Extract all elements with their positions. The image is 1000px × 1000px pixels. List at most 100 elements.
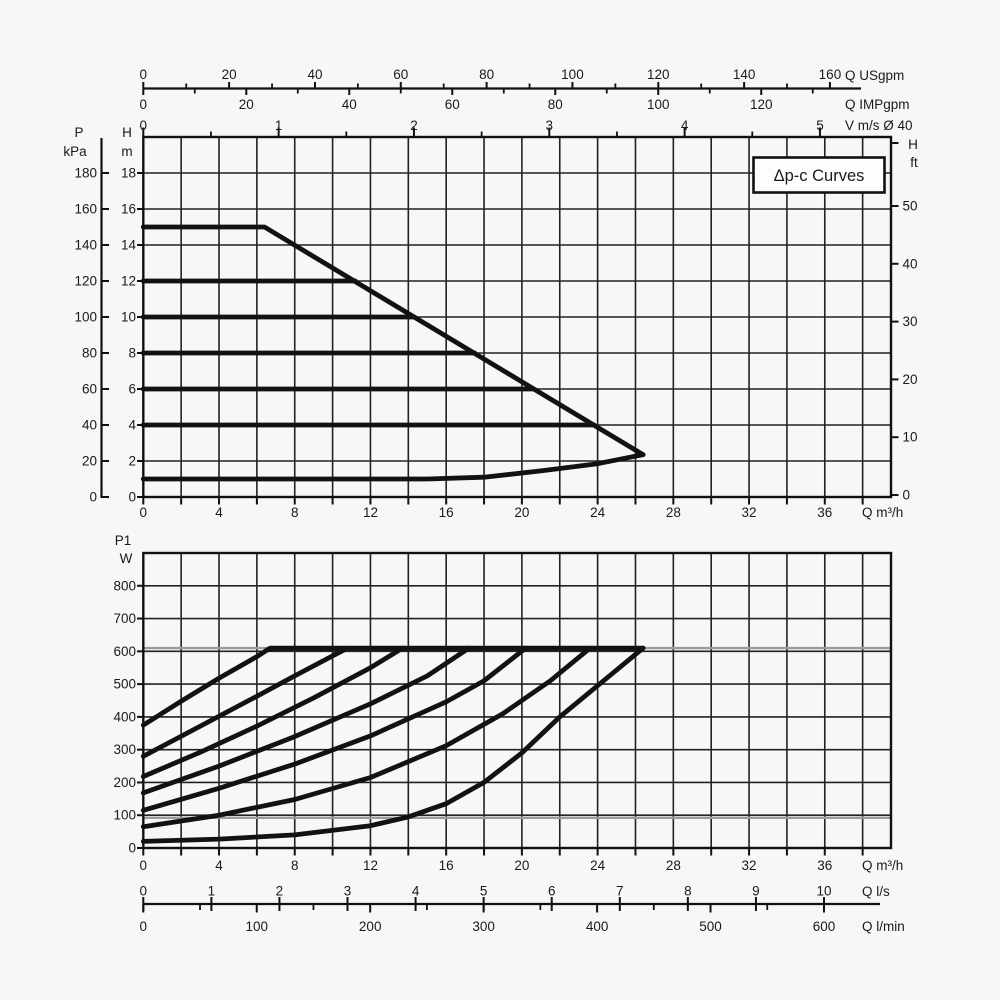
tick-label: 4 <box>215 858 223 873</box>
tick-label: 20 <box>514 505 529 520</box>
tick-label: 16 <box>439 505 454 520</box>
tick-label: 7 <box>616 884 624 899</box>
tick-label: 400 <box>586 919 609 934</box>
tick-label: 0 <box>140 67 148 82</box>
tick-label: 2 <box>410 118 418 133</box>
power-axis-name: P1 <box>115 533 132 548</box>
power-curve <box>140 645 472 796</box>
head-axis-name: H <box>122 125 132 140</box>
tick-label: 60 <box>393 67 408 82</box>
tick-label: 8 <box>291 505 299 520</box>
tick-label: 0 <box>140 505 148 520</box>
tick-label: 8 <box>291 858 299 873</box>
tick-label: 0 <box>140 884 148 899</box>
tick-label: 400 <box>113 709 136 724</box>
head-axis-unit: m <box>121 144 132 159</box>
tick-label: 4 <box>128 418 136 433</box>
impgpm-axis-label: Q IMPgpm <box>845 97 910 112</box>
tick-label: 180 <box>74 166 97 181</box>
tick-label: 1 <box>208 884 216 899</box>
power-curve <box>140 645 593 830</box>
tick-label: 9 <box>752 884 760 899</box>
tick-label: 4 <box>215 505 223 520</box>
tick-label: 50 <box>903 199 918 214</box>
tick-label: 120 <box>74 274 97 289</box>
usgpm-axis-label: Q USgpm <box>845 68 904 83</box>
power-axis-unit: W <box>120 551 133 566</box>
velocity-axis-label: V m/s Ø 40 <box>845 118 913 133</box>
tick-label: 160 <box>74 202 97 217</box>
title-box <box>752 156 886 194</box>
tick-label: 160 <box>819 67 842 82</box>
power-curve <box>140 645 351 759</box>
tick-label: 100 <box>74 310 97 325</box>
tick-label: 140 <box>74 238 97 253</box>
tick-label: 0 <box>140 118 148 133</box>
tick-label: 120 <box>647 67 670 82</box>
tick-label: 600 <box>813 919 836 934</box>
tick-label: 40 <box>342 97 357 112</box>
tick-label: 2 <box>128 454 136 469</box>
tick-label: 20 <box>514 858 529 873</box>
tick-label: 800 <box>113 578 136 593</box>
tick-label: 60 <box>82 382 97 397</box>
pressure-axis-unit: kPa <box>63 144 87 159</box>
tick-label: 4 <box>681 118 689 133</box>
head-ft-axis-name: H <box>908 137 918 152</box>
tick-label: 6 <box>548 884 556 899</box>
power-curve <box>140 645 646 728</box>
tick-label: 10 <box>121 310 136 325</box>
tick-label: 20 <box>222 67 237 82</box>
tick-label: 10 <box>816 884 831 899</box>
tick-label: 12 <box>363 858 378 873</box>
tick-label: 12 <box>363 505 378 520</box>
tick-label: 20 <box>903 372 918 387</box>
tick-label: 6 <box>128 382 136 397</box>
tick-label: 5 <box>480 884 488 899</box>
power-curve <box>140 645 405 779</box>
tick-label: 500 <box>113 677 136 692</box>
ls-axis-label: Q l/s <box>862 884 890 899</box>
tick-label: 14 <box>121 238 137 253</box>
tick-label: 8 <box>684 884 692 899</box>
tick-label: 140 <box>733 67 756 82</box>
tick-label: 10 <box>903 430 918 445</box>
tick-label: 0 <box>128 490 136 505</box>
tick-label: 200 <box>113 775 136 790</box>
tick-label: 0 <box>140 919 148 934</box>
tick-label: 12 <box>121 274 136 289</box>
tick-label: 18 <box>121 166 136 181</box>
tick-label: 100 <box>245 919 268 934</box>
tick-label: 500 <box>699 919 722 934</box>
tick-label: 100 <box>113 808 136 823</box>
power-curve <box>140 645 529 813</box>
tick-label: 32 <box>742 858 757 873</box>
tick-label: 36 <box>817 505 832 520</box>
tick-label: 16 <box>439 858 454 873</box>
tick-label: 0 <box>140 97 148 112</box>
tick-label: 40 <box>307 67 322 82</box>
tick-label: 2 <box>276 884 284 899</box>
head-curve <box>140 224 646 458</box>
tick-label: 24 <box>590 505 606 520</box>
tick-label: 28 <box>666 505 681 520</box>
tick-label: 100 <box>561 67 584 82</box>
tick-label: 200 <box>359 919 382 934</box>
tick-label: 80 <box>82 346 97 361</box>
tick-label: 4 <box>412 884 420 899</box>
tick-label: 20 <box>239 97 254 112</box>
lmin-axis-label: Q l/min <box>862 919 905 934</box>
tick-label: 100 <box>647 97 670 112</box>
tick-label: 24 <box>590 858 606 873</box>
tick-label: 40 <box>82 418 97 433</box>
head-curve <box>140 452 646 482</box>
tick-label: 28 <box>666 858 681 873</box>
tick-label: 30 <box>903 314 918 329</box>
tick-label: 5 <box>816 118 824 133</box>
tick-label: 700 <box>113 611 136 626</box>
tick-label: 0 <box>89 490 97 505</box>
